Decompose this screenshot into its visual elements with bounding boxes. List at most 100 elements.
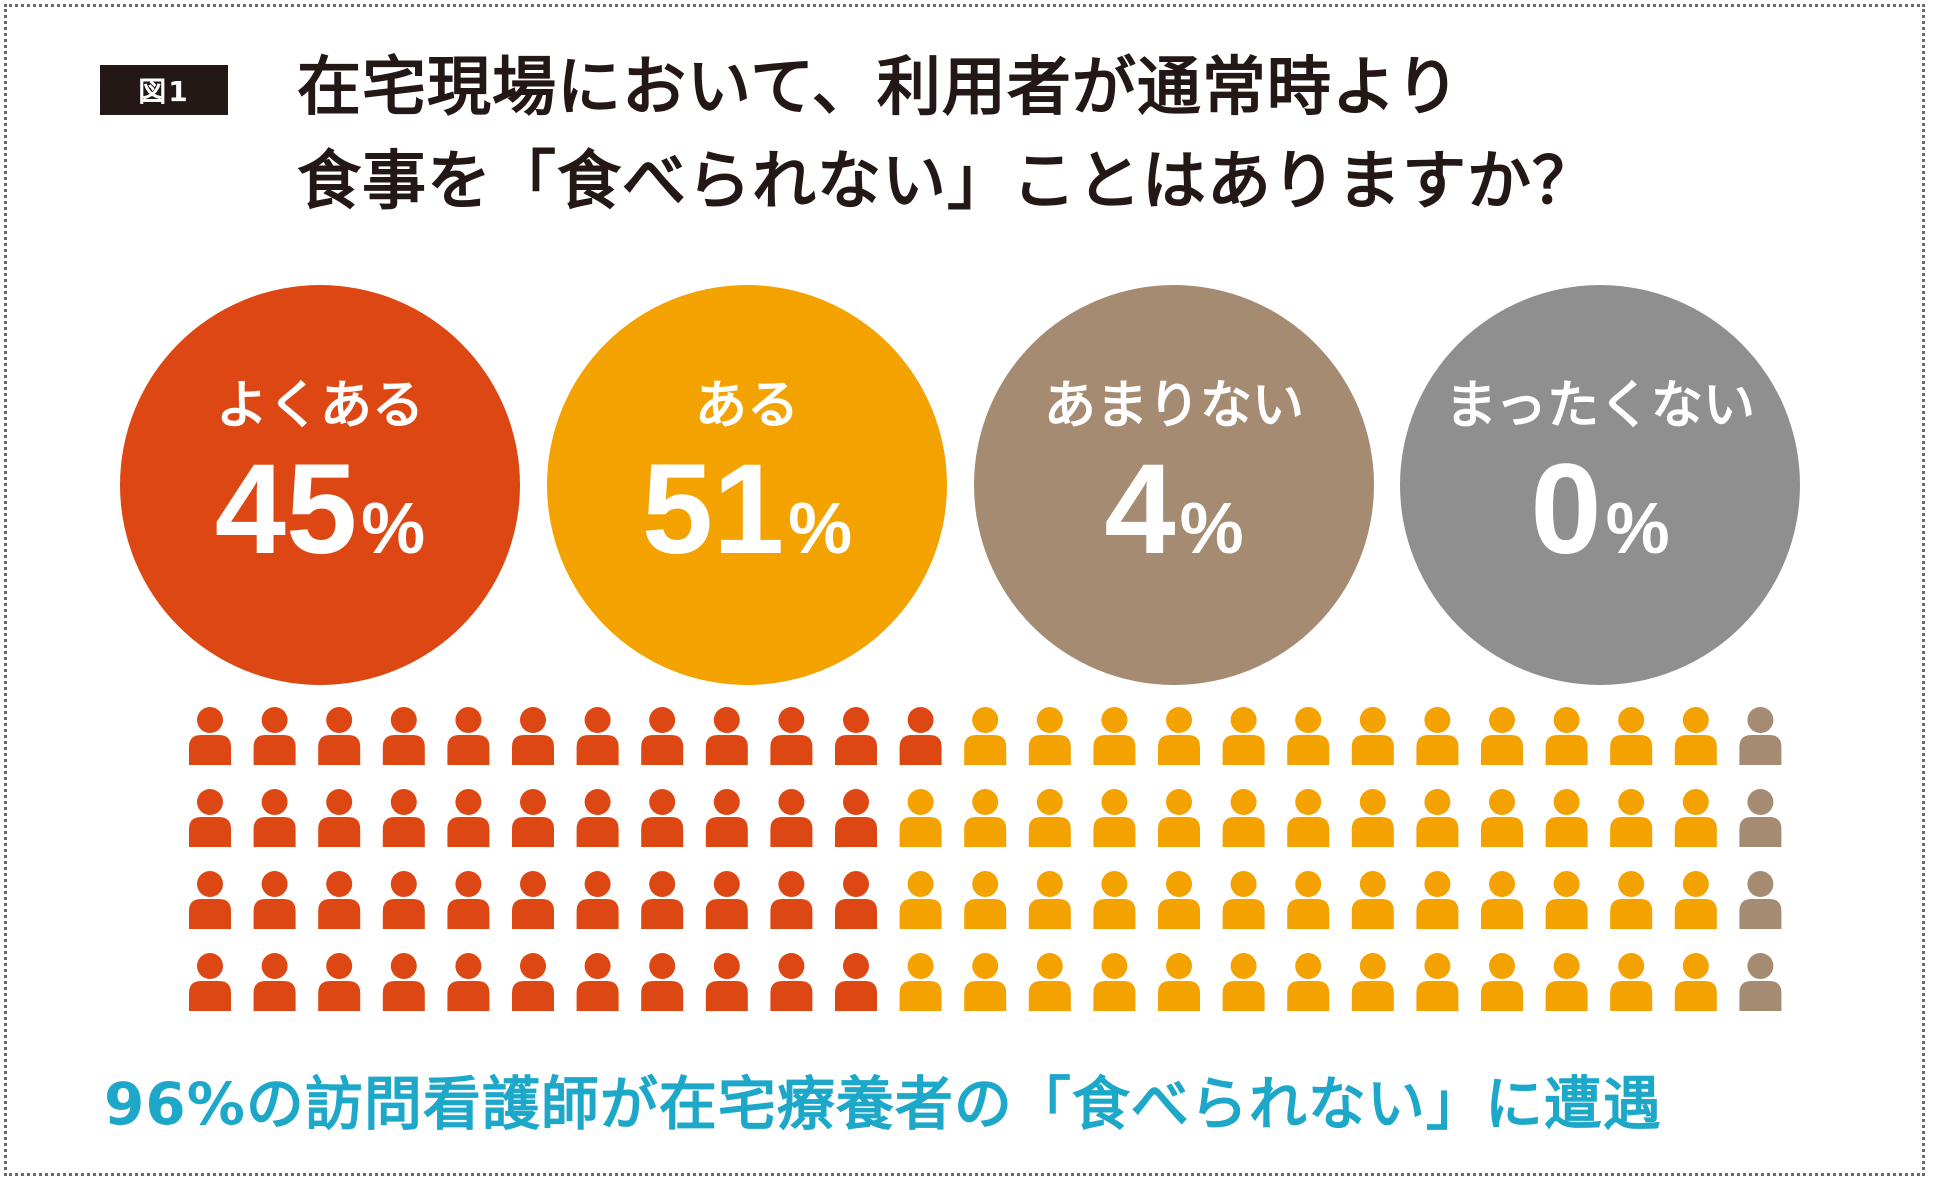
category-percentage: 51% (642, 446, 852, 574)
person-icon (1416, 707, 1459, 765)
person-icon (1093, 789, 1136, 847)
person-icon (382, 871, 425, 929)
category-percentage: 0% (1530, 446, 1669, 574)
person-icon (318, 871, 361, 929)
person-icon (1093, 953, 1136, 1011)
person-icon (512, 707, 554, 765)
person-icon (1416, 953, 1459, 1011)
person-icon (641, 953, 684, 1011)
person-icon (705, 789, 748, 847)
person-icon (512, 871, 554, 929)
person-icon (318, 707, 361, 765)
person-icon (253, 789, 296, 847)
person-icon (1545, 707, 1588, 765)
person-icon (1610, 707, 1653, 765)
person-icon (382, 953, 425, 1011)
person-icon (1610, 789, 1653, 847)
person-icon (899, 789, 942, 847)
person-icon (835, 707, 877, 765)
person-icon (1674, 789, 1717, 847)
person-icon (1222, 789, 1265, 847)
person-icon (1739, 871, 1782, 929)
person-icon (899, 707, 942, 765)
person-icon (1739, 953, 1782, 1011)
person-icon (770, 953, 813, 1011)
footer-caption: 96%の訪問看護師が在宅療養者の「食べられない」に遭遇 (104, 1070, 1662, 1138)
person-icon (253, 953, 296, 1011)
person-icon (770, 871, 813, 929)
person-icon (447, 871, 490, 929)
person-icon (1481, 707, 1523, 765)
person-icon (1158, 871, 1200, 929)
person-icon (1287, 953, 1330, 1011)
person-icon (576, 789, 619, 847)
person-icon (641, 789, 684, 847)
person-icon (1674, 871, 1717, 929)
percent-sign: % (361, 489, 426, 569)
person-icon (512, 789, 554, 847)
person-icon (1028, 871, 1071, 929)
person-icon (899, 871, 942, 929)
person-icon (1028, 953, 1071, 1011)
person-icon (1093, 707, 1136, 765)
person-icon (1545, 789, 1588, 847)
percentage-value: 45 (214, 438, 358, 581)
person-icon (189, 871, 231, 929)
person-icon (1351, 871, 1394, 929)
person-icon (1351, 789, 1394, 847)
category-circle-sometimes: ある 51% (547, 285, 947, 685)
person-icon (382, 789, 425, 847)
person-icon (576, 953, 619, 1011)
person-icon (1222, 707, 1265, 765)
person-icon (964, 707, 1007, 765)
person-icon (1028, 789, 1071, 847)
figure-badge: 図1 (100, 65, 228, 115)
percent-sign: % (1605, 489, 1670, 569)
person-icon (1093, 871, 1136, 929)
person-icon (189, 707, 231, 765)
person-icon (964, 953, 1007, 1011)
person-icon (1739, 789, 1782, 847)
person-icon (382, 707, 425, 765)
person-icon (253, 707, 296, 765)
person-icon (447, 789, 490, 847)
person-icon (1287, 871, 1330, 929)
person-icon (705, 871, 748, 929)
person-icon (770, 789, 813, 847)
person-icon (1028, 707, 1071, 765)
person-icon (1222, 953, 1265, 1011)
person-icon (189, 953, 231, 1011)
person-icon (1351, 707, 1394, 765)
person-icon (576, 707, 619, 765)
person-icon (1739, 707, 1782, 765)
category-percentage: 4% (1104, 446, 1243, 574)
person-icon (641, 871, 684, 929)
category-label: あまりない (1043, 376, 1304, 436)
person-icon (835, 789, 877, 847)
person-icon (641, 707, 684, 765)
person-icon (705, 707, 748, 765)
person-icon (1610, 871, 1653, 929)
person-icon (1287, 789, 1330, 847)
person-icon (253, 871, 296, 929)
category-label: ある (694, 376, 799, 436)
person-icon (899, 953, 942, 1011)
person-icon (1481, 789, 1523, 847)
category-label: よくある (215, 376, 424, 436)
person-icon (770, 707, 813, 765)
person-icon (835, 953, 877, 1011)
person-icon (512, 953, 554, 1011)
person-icon (1481, 953, 1523, 1011)
category-circle-often: よくある 45% (120, 285, 520, 685)
person-icon (964, 789, 1007, 847)
percentage-value: 51 (641, 438, 785, 581)
person-icon (1158, 789, 1200, 847)
person-icon (318, 953, 361, 1011)
percentage-value: 4 (1104, 438, 1176, 581)
person-icon (1222, 871, 1265, 929)
person-icon (1416, 871, 1459, 929)
person-icon (576, 871, 619, 929)
person-icon (318, 789, 361, 847)
person-icon (1545, 953, 1588, 1011)
